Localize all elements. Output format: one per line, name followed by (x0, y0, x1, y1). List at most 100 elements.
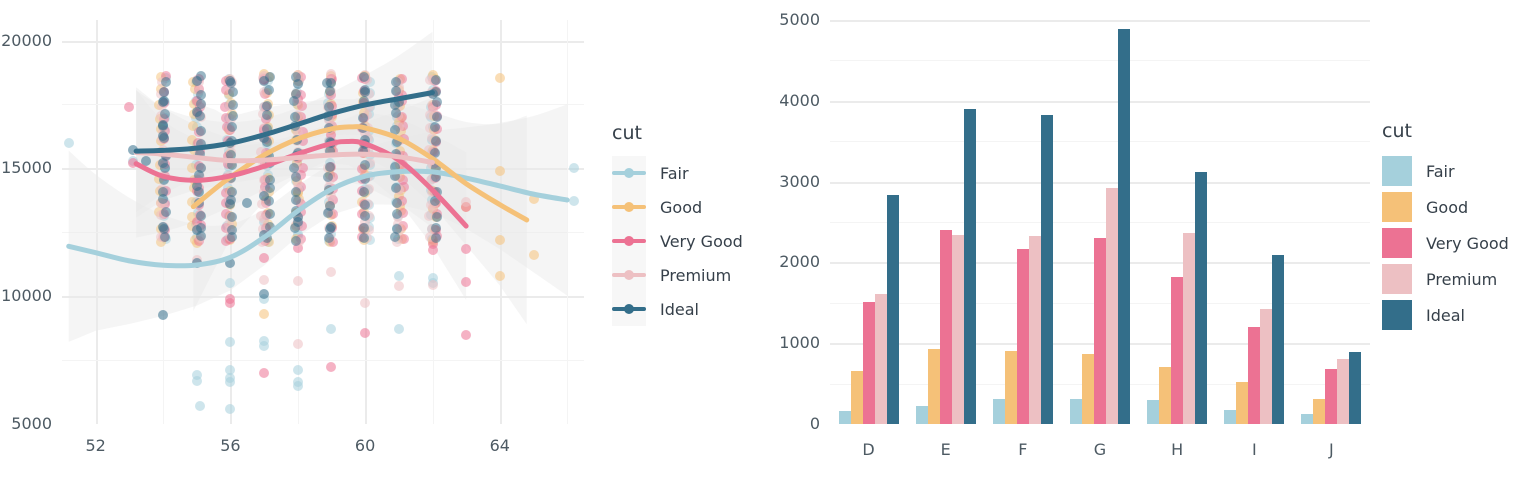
legend-item-ideal[interactable]: Ideal (1382, 298, 1509, 332)
bar-G-ideal[interactable] (1118, 29, 1130, 424)
legend-item-fair[interactable]: Fair (1382, 154, 1509, 188)
y-tick-label: 5000 (768, 10, 820, 29)
bar-H-ideal[interactable] (1195, 172, 1207, 424)
bar-group-D (839, 20, 899, 424)
x-tick-label: E (916, 440, 976, 459)
bar-group-F (993, 20, 1053, 424)
bar-group-H (1147, 20, 1207, 424)
bar-E-good[interactable] (928, 349, 940, 424)
bar-H-good[interactable] (1159, 367, 1171, 424)
legend-key-line (612, 156, 646, 190)
y-tick-label: 1000 (768, 333, 820, 352)
legend-color-swatch (1382, 300, 1412, 330)
bar-group-J (1301, 20, 1361, 424)
legend-key-line (612, 190, 646, 224)
bar-G-very-good[interactable] (1094, 238, 1106, 424)
grouped-bar-figure: 0 1000 2000 3000 4000 5000 DEFGHIJ cut Fair Go… (768, 0, 1536, 480)
y-tick-label: 10000 (0, 286, 52, 305)
bar-J-fair[interactable] (1301, 414, 1313, 424)
bar-H-fair[interactable] (1147, 400, 1159, 424)
legend-item-label: Ideal (660, 300, 699, 319)
x-tick-label: G (1070, 440, 1130, 459)
legend-item-label: Good (1426, 198, 1468, 217)
x-tick-label: D (839, 440, 899, 459)
legend-item-label: Ideal (1426, 306, 1465, 325)
bar-I-ideal[interactable] (1272, 255, 1284, 424)
legend-item-label: Premium (1426, 270, 1497, 289)
x-tick-label: F (993, 440, 1053, 459)
y-tick-label: 20000 (0, 31, 52, 50)
legend-key-line (612, 258, 646, 292)
x-tick-label: H (1147, 440, 1207, 459)
legend-key-line (612, 224, 646, 258)
bar-I-fair[interactable] (1224, 410, 1236, 424)
x-tick-label: 56 (200, 436, 260, 455)
bar-G-good[interactable] (1082, 354, 1094, 424)
bar-D-ideal[interactable] (887, 195, 899, 424)
bar-D-fair[interactable] (839, 411, 851, 424)
bar-F-good[interactable] (1005, 351, 1017, 424)
left-legend-items: Fair Good Very Good Premium Ideal (612, 156, 743, 326)
legend-color-swatch (1382, 192, 1412, 222)
right-legend-title: cut (1382, 120, 1509, 142)
bar-J-good[interactable] (1313, 399, 1325, 424)
legend-item-premium[interactable]: Premium (612, 258, 743, 292)
bar-D-very-good[interactable] (863, 302, 875, 424)
bar-J-premium[interactable] (1337, 359, 1349, 424)
bar-group-I (1224, 20, 1284, 424)
bar-group-G (1070, 20, 1130, 424)
bar-E-very-good[interactable] (940, 230, 952, 424)
bar-group-E (916, 20, 976, 424)
x-tick-label: 64 (470, 436, 530, 455)
bar-F-premium[interactable] (1029, 236, 1041, 424)
legend-item-good[interactable]: Good (612, 190, 743, 224)
legend-item-good[interactable]: Good (1382, 190, 1509, 224)
legend-key-line (612, 292, 646, 326)
smooth-curves (62, 20, 584, 424)
bar-G-fair[interactable] (1070, 399, 1082, 424)
legend-color-swatch (1382, 264, 1412, 294)
smooth-line-premium (136, 152, 432, 162)
bar-E-premium[interactable] (952, 235, 964, 424)
legend-color-swatch (1382, 156, 1412, 186)
legend-item-label: Fair (660, 164, 689, 183)
legend-item-label: Premium (660, 266, 731, 285)
two-panel-figure: 5000 10000 15000 20000 52 56 60 64 cut Fair Goo… (0, 0, 1536, 480)
y-tick-label: 15000 (0, 158, 52, 177)
legend-item-label: Very Good (1426, 234, 1509, 253)
y-tick-label: 2000 (768, 252, 820, 271)
right-legend: cut Fair Good Very Good Premium Ideal (1382, 120, 1509, 334)
bar-H-premium[interactable] (1183, 233, 1195, 424)
bar-I-very-good[interactable] (1248, 327, 1260, 424)
legend-item-label: Good (660, 198, 702, 217)
bar-J-ideal[interactable] (1349, 352, 1361, 424)
bar-F-ideal[interactable] (1041, 115, 1053, 424)
legend-item-premium[interactable]: Premium (1382, 262, 1509, 296)
legend-item-very-good[interactable]: Very Good (612, 224, 743, 258)
bar-H-very-good[interactable] (1171, 277, 1183, 424)
bar-E-ideal[interactable] (964, 109, 976, 424)
y-tick-label: 0 (768, 414, 820, 433)
smooth-line-fair (69, 171, 567, 266)
legend-item-fair[interactable]: Fair (612, 156, 743, 190)
bar-I-good[interactable] (1236, 382, 1248, 424)
bar-F-fair[interactable] (993, 399, 1005, 424)
bar-E-fair[interactable] (916, 406, 928, 424)
scatter-smooth-figure: 5000 10000 15000 20000 52 56 60 64 cut Fair Goo… (0, 0, 768, 480)
right-legend-items: Fair Good Very Good Premium Ideal (1382, 154, 1509, 334)
scatter-plot-panel (62, 20, 584, 424)
y-tick-label: 3000 (768, 172, 820, 191)
bar-G-premium[interactable] (1106, 188, 1118, 424)
bar-plot-panel (830, 20, 1370, 424)
bar-J-very-good[interactable] (1325, 369, 1337, 424)
legend-item-label: Fair (1426, 162, 1455, 181)
legend-item-ideal[interactable]: Ideal (612, 292, 743, 326)
x-tick-label: I (1224, 440, 1284, 459)
bar-F-very-good[interactable] (1017, 249, 1029, 424)
y-tick-label: 4000 (768, 91, 820, 110)
legend-item-very-good[interactable]: Very Good (1382, 226, 1509, 260)
bar-I-premium[interactable] (1260, 309, 1272, 424)
bar-D-good[interactable] (851, 371, 863, 424)
bar-D-premium[interactable] (875, 294, 887, 424)
legend-color-swatch (1382, 228, 1412, 258)
